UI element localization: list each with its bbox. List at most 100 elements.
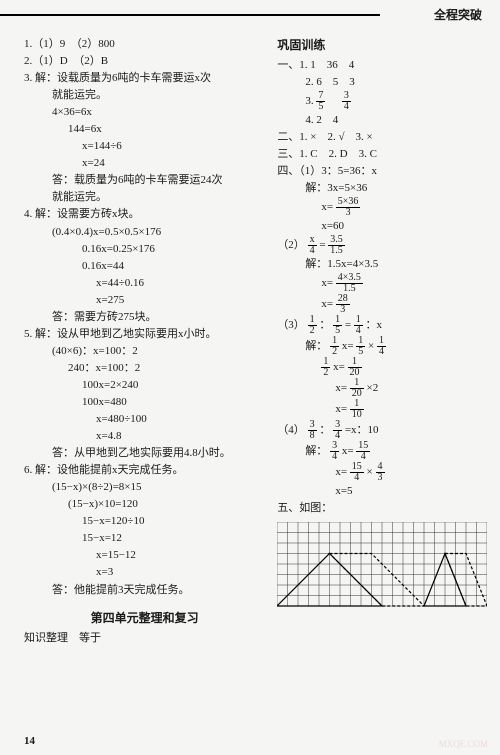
text-line: 6. 解：设他能提前x天完成任务。: [24, 462, 265, 479]
answer-line: 就能运完。: [24, 189, 265, 206]
fraction-line: 解： 34 x= 154: [277, 441, 482, 462]
fraction: 4×3.51.5: [336, 273, 363, 294]
fraction-line: x= 120 ×2: [277, 378, 482, 399]
label: x=: [321, 298, 333, 310]
equation: 100x=480: [24, 394, 265, 411]
practice-title: 巩固训练: [277, 36, 482, 53]
fraction: 38: [308, 420, 317, 441]
right-column: 巩固训练 一、1. 1 36 4 2. 6 5 3 3. 75 34 4. 2 …: [271, 36, 482, 647]
answer-line: 答：他能提前3天完成任务。: [24, 582, 265, 599]
fraction: 154: [356, 441, 370, 462]
text-line: 2. 6 5 3: [277, 74, 482, 91]
text-line: 二、1. × 2. √ 3. ×: [277, 129, 482, 146]
fraction: 34: [333, 420, 342, 441]
fraction: 110: [350, 399, 364, 420]
section-title: 第四单元整理和复习: [24, 609, 265, 626]
fraction: 120: [348, 357, 362, 378]
fraction-line: x= 154 × 43: [277, 462, 482, 483]
fraction: 14: [354, 315, 363, 336]
fraction: 12: [330, 336, 339, 357]
equation: x=144÷6: [24, 138, 265, 155]
equation: x=275: [24, 292, 265, 309]
grid-svg: [277, 522, 487, 612]
fraction-line: x= 283: [277, 294, 482, 315]
label: x=: [321, 201, 333, 213]
text-line: 4. 解：设需要方砖x块。: [24, 206, 265, 223]
equation: x=5: [277, 483, 482, 500]
equation: x=3: [24, 564, 265, 581]
content-columns: 1.（1）9 （2）800 2.（1）D （2）B 3. 解：设载质量为6吨的卡…: [24, 36, 482, 647]
equation: 0.16x=44: [24, 258, 265, 275]
fraction: x4: [308, 235, 317, 256]
grid-figure: [277, 522, 482, 612]
eq: =: [319, 239, 325, 251]
equation: 15−x=120÷10: [24, 513, 265, 530]
fraction-line: （4） 38 ： 34 =x：10: [277, 420, 482, 441]
header-rule: [0, 14, 380, 16]
fraction-line: 12 x= 120: [277, 357, 482, 378]
equation: 解：3x=5×36: [277, 180, 482, 197]
equation: 240：x=100：2: [24, 360, 265, 377]
watermark: MXQE.COM: [439, 739, 488, 749]
answer-line: 答：需要方砖275块。: [24, 309, 265, 326]
text-line: 3. 解：设载质量为6吨的卡车需要运x次: [24, 70, 265, 87]
fraction-line: 解： 12 x= 15 × 14: [277, 336, 482, 357]
fraction-line: x= 5×363: [277, 197, 482, 218]
text-line: 四、（1）3：5=36：x: [277, 163, 482, 180]
fraction: 154: [350, 462, 364, 483]
fraction: 12: [321, 357, 330, 378]
equation: x=480÷100: [24, 411, 265, 428]
equation: 100x=2×240: [24, 377, 265, 394]
fraction: 14: [377, 336, 386, 357]
label: x=: [335, 382, 347, 394]
fraction-line: （3） 12 ： 15 = 14 ：x: [277, 315, 482, 336]
equation: x=15−12: [24, 547, 265, 564]
text-line: 4. 2 4: [277, 112, 482, 129]
equation: x=4.8: [24, 428, 265, 445]
equation: 15−x=12: [24, 530, 265, 547]
label: 解：: [305, 445, 327, 457]
equation: 解：1.5x=4×3.5: [277, 256, 482, 273]
label: x=: [321, 277, 333, 289]
answer-line: 答：从甲地到乙地实际要用4.8小时。: [24, 445, 265, 462]
label: （2）: [277, 239, 307, 251]
equation: 0.16x=0.25×176: [24, 241, 265, 258]
fraction: 75: [316, 91, 325, 112]
page-number: 14: [24, 735, 35, 747]
fraction-line: x= 110: [277, 399, 482, 420]
fraction: 283: [336, 294, 350, 315]
equation: 4×36=6x: [24, 104, 265, 121]
header-badge: 全程突破: [434, 6, 482, 23]
label: 3.: [305, 95, 316, 107]
text-line: 一、1. 1 36 4: [277, 57, 482, 74]
fraction: 5×363: [336, 197, 361, 218]
text-line: 三、1. C 2. D 3. C: [277, 146, 482, 163]
equation: 144=6x: [24, 121, 265, 138]
answer-line: 答：载质量为6吨的卡车需要运24次: [24, 172, 265, 189]
fraction: 34: [330, 441, 339, 462]
equation: (15−x)×(8÷2)=8×15: [24, 479, 265, 496]
label: 解：: [305, 340, 327, 352]
fraction: 120: [350, 378, 364, 399]
text-line: 2.（1）D （2）B: [24, 53, 265, 70]
label: （4）: [277, 424, 307, 436]
subsection: 知识整理 等于: [24, 630, 265, 647]
fraction: 43: [376, 462, 385, 483]
equation: x=44÷0.16: [24, 275, 265, 292]
equation: (15−x)×10=120: [24, 496, 265, 513]
equation: (40×6)：x=100：2: [24, 343, 265, 360]
fraction: 15: [333, 315, 342, 336]
text-line: 5. 解：设从甲地到乙地实际要用x小时。: [24, 326, 265, 343]
equation: (0.4×0.4)x=0.5×0.5×176: [24, 224, 265, 241]
fraction: 34: [342, 91, 351, 112]
label: x=: [335, 466, 347, 478]
fraction: 15: [356, 336, 365, 357]
fraction-line: （2） x4 = 3.51.5: [277, 235, 482, 256]
fraction: 3.51.5: [328, 235, 345, 256]
text-line: 1.（1）9 （2）800: [24, 36, 265, 53]
figure-label: 五、如图：: [277, 500, 482, 517]
fraction: 12: [308, 315, 317, 336]
left-column: 1.（1）9 （2）800 2.（1）D （2）B 3. 解：设载质量为6吨的卡…: [24, 36, 271, 647]
fraction-line: 3. 75 34: [277, 91, 482, 112]
equation: x=60: [277, 218, 482, 235]
